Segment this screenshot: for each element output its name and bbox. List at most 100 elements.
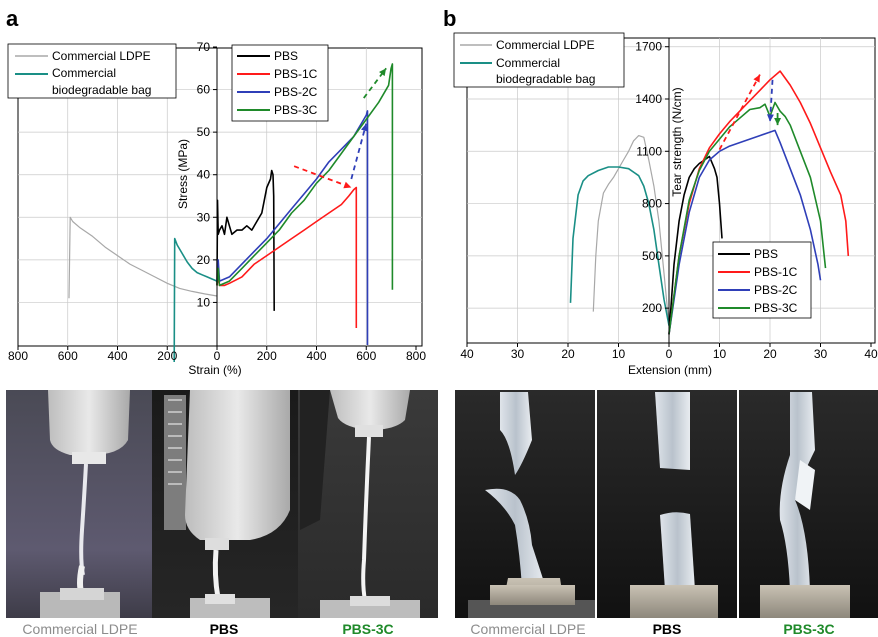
x-tick-label: 200 (257, 349, 277, 363)
legend-label-biobag-1: Commercial (52, 66, 116, 80)
y-tick-label: 800 (642, 197, 662, 211)
y-tick-label: 70 (197, 40, 211, 54)
legend-left-a: Commercial LDPE Commercial biodegradable… (7, 43, 177, 99)
x-tick-label: 600 (58, 349, 78, 363)
x-tick-label: 10 (713, 347, 727, 361)
series-line-pbs-1c-a (216, 186, 358, 328)
series-line-pbs-2c-b (668, 129, 822, 335)
x-ticks-b: 40 30 20 10 0 10 20 30 40 (460, 343, 878, 361)
y-tick-label: 30 (197, 210, 211, 224)
plot-frame-a (17, 47, 423, 347)
x-tick-label: 10 (612, 347, 626, 361)
dashed-arrow-1 (293, 165, 352, 189)
legend-right-a: PBS PBS-1C PBS-2C PBS-3C (231, 44, 329, 122)
arrowhead-3 (379, 68, 387, 77)
y-tick-label: 1400 (635, 92, 662, 106)
series-line-commercial-biodegradable-bag-a (173, 237, 218, 363)
photo-tensile-pbs (152, 390, 298, 618)
x-tick-label: 400 (107, 349, 127, 363)
x-tick-label: 40 (864, 347, 878, 361)
legend-label-pbs-1c: PBS-1C (754, 265, 798, 279)
x-axis-label-b: Extension (mm) (628, 363, 712, 377)
legend-label-biobag-2: biodegradable bag (496, 72, 595, 86)
x-tick-label: 0 (666, 347, 673, 361)
series-line-pbs-1c-b (668, 70, 850, 335)
legend-label-pbs-2c: PBS-2C (274, 85, 318, 99)
arrowhead-1 (343, 181, 352, 189)
x-tick-label: 400 (306, 349, 326, 363)
x-tick-label: 30 (814, 347, 828, 361)
legend-box (231, 44, 329, 122)
series-line-pbs-2c-a (216, 110, 369, 345)
y-ticks-b: 200 500 800 1100 1400 1700 (635, 40, 669, 315)
x-tick-label: 30 (511, 347, 525, 361)
arrowhead-2 (766, 114, 774, 122)
chart-tear-strength: 200 500 800 1100 1400 1700 40 30 20 10 0 10 20 30 40 … (453, 32, 878, 377)
photo-tensile-ldpe (6, 390, 152, 618)
x-tick-label: 20 (763, 347, 777, 361)
arrowhead-3 (774, 117, 782, 126)
x-tick-label: 800 (8, 349, 28, 363)
y-tick-label: 500 (642, 249, 662, 263)
y-axis-label-b: Tear strength (N/cm) (670, 87, 684, 196)
series-group-a (68, 63, 394, 363)
arrowhead-2 (361, 123, 368, 132)
legend-label-pbs-1c: PBS-1C (274, 67, 318, 81)
arrows-b (718, 74, 782, 150)
caption-tear-pbs: PBS (653, 621, 682, 637)
arrowhead-1 (753, 74, 760, 83)
photo-strip-tensile (6, 390, 438, 618)
legend-label-pbs-2c: PBS-2C (754, 283, 798, 297)
legend-box (7, 43, 177, 99)
y-tick-label: 200 (642, 301, 662, 315)
legend-left-b: Commercial LDPE Commercial biodegradable… (453, 32, 625, 88)
y-axis-label-a: Stress (MPa) (176, 139, 190, 209)
x-ticks-a: 800 600 400 200 0 200 400 600 800 (8, 346, 426, 363)
y-tick-label: 40 (197, 168, 211, 182)
legend-label-biobag-1: Commercial (496, 56, 560, 70)
caption-tensile-pbs-3c: PBS-3C (342, 621, 393, 637)
legend-right-b: PBS PBS-1C PBS-2C PBS-3C (712, 241, 812, 319)
photo-tear-pbs (597, 390, 737, 618)
legend-label-ldpe: Commercial LDPE (496, 38, 595, 52)
x-tick-label: 40 (460, 347, 474, 361)
series-line-pbs-a (216, 169, 276, 311)
legend-label-pbs: PBS (754, 247, 778, 261)
series-line-commercial-biodegradable-bag-b (569, 166, 670, 326)
series-line-pbs-b (668, 155, 723, 335)
x-tick-label: 600 (356, 349, 376, 363)
y-ticks-a: 10 20 30 40 50 60 70 (197, 40, 217, 309)
series-group-b (569, 70, 850, 335)
dashed-arrow-2 (350, 123, 368, 180)
panel-letter-a: a (6, 6, 19, 31)
captions: Commercial LDPE PBS PBS-3C Commercial LD… (22, 621, 834, 637)
arrows-a (293, 67, 387, 189)
series-line-commercial-ldpe-b (592, 135, 670, 326)
series-line-pbs-3c-b (668, 101, 827, 335)
x-tick-label: 0 (214, 349, 221, 363)
x-tick-label: 20 (561, 347, 575, 361)
y-tick-label: 20 (197, 253, 211, 267)
caption-tear-pbs-3c: PBS-3C (783, 621, 834, 637)
series-line-commercial-ldpe-a (68, 216, 218, 299)
y-tick-label: 1100 (636, 144, 662, 158)
photo-strip-tear (455, 390, 878, 618)
y-tick-label: 60 (197, 83, 211, 97)
plot-frame-b (466, 37, 876, 344)
series-line-pbs-3c-a (216, 63, 394, 290)
x-tick-label: 800 (406, 349, 426, 363)
dashed-arrow-2 (769, 79, 774, 122)
photo-tear-pbs-3c (739, 390, 878, 618)
caption-tensile-ldpe: Commercial LDPE (22, 621, 137, 637)
photo-tear-ldpe (455, 390, 595, 618)
y-tick-label: 10 (197, 295, 211, 309)
x-tick-label: 200 (157, 349, 177, 363)
x-axis-label-a: Strain (%) (188, 363, 241, 377)
legend-label-pbs-3c: PBS-3C (274, 103, 318, 117)
legend-label-pbs-3c: PBS-3C (754, 301, 798, 315)
legend-label-biobag-2: biodegradable bag (52, 83, 151, 97)
y-tick-label: 1700 (635, 40, 662, 54)
caption-tensile-pbs: PBS (210, 621, 239, 637)
